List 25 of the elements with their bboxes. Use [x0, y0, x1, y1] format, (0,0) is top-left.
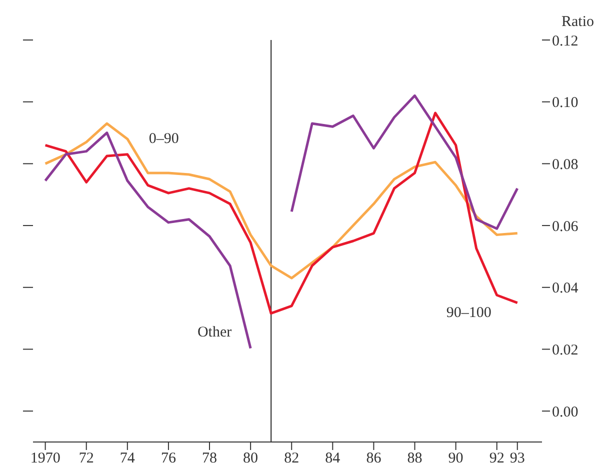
x-tick-label: 78 — [202, 450, 218, 467]
y-tick-label: 0.02 — [552, 342, 578, 359]
x-tick-label: 90 — [448, 450, 464, 467]
x-tick-label: 86 — [366, 450, 382, 467]
x-tick-label: 92 — [489, 450, 504, 467]
x-tick-label: 72 — [78, 450, 94, 467]
series-label: Other — [197, 324, 232, 340]
y-tick-label: 0.08 — [552, 157, 578, 174]
y-tick-label: 0.00 — [552, 404, 578, 420]
x-tick-label: 93 — [510, 450, 525, 467]
series-label: 90–100 — [446, 305, 492, 322]
x-tick-label: 1970 — [30, 450, 60, 467]
x-tick-label: 80 — [243, 450, 258, 467]
y-tick-label: 0.12 — [552, 33, 578, 50]
x-tick-label: 76 — [160, 450, 176, 467]
x-tick-label: 82 — [284, 450, 300, 467]
x-tick-label: 74 — [120, 450, 136, 467]
x-tick-label: 84 — [325, 450, 341, 467]
y-axis-title: Ratio — [562, 14, 594, 31]
y-tick-label: 0.06 — [552, 218, 579, 235]
line-series — [44, 122, 519, 280]
series-label: 0–90 — [148, 130, 179, 147]
y-tick-label: 0.10 — [552, 95, 578, 112]
y-tick-label: 0.04 — [552, 280, 579, 297]
x-tick-label: 88 — [407, 450, 422, 467]
